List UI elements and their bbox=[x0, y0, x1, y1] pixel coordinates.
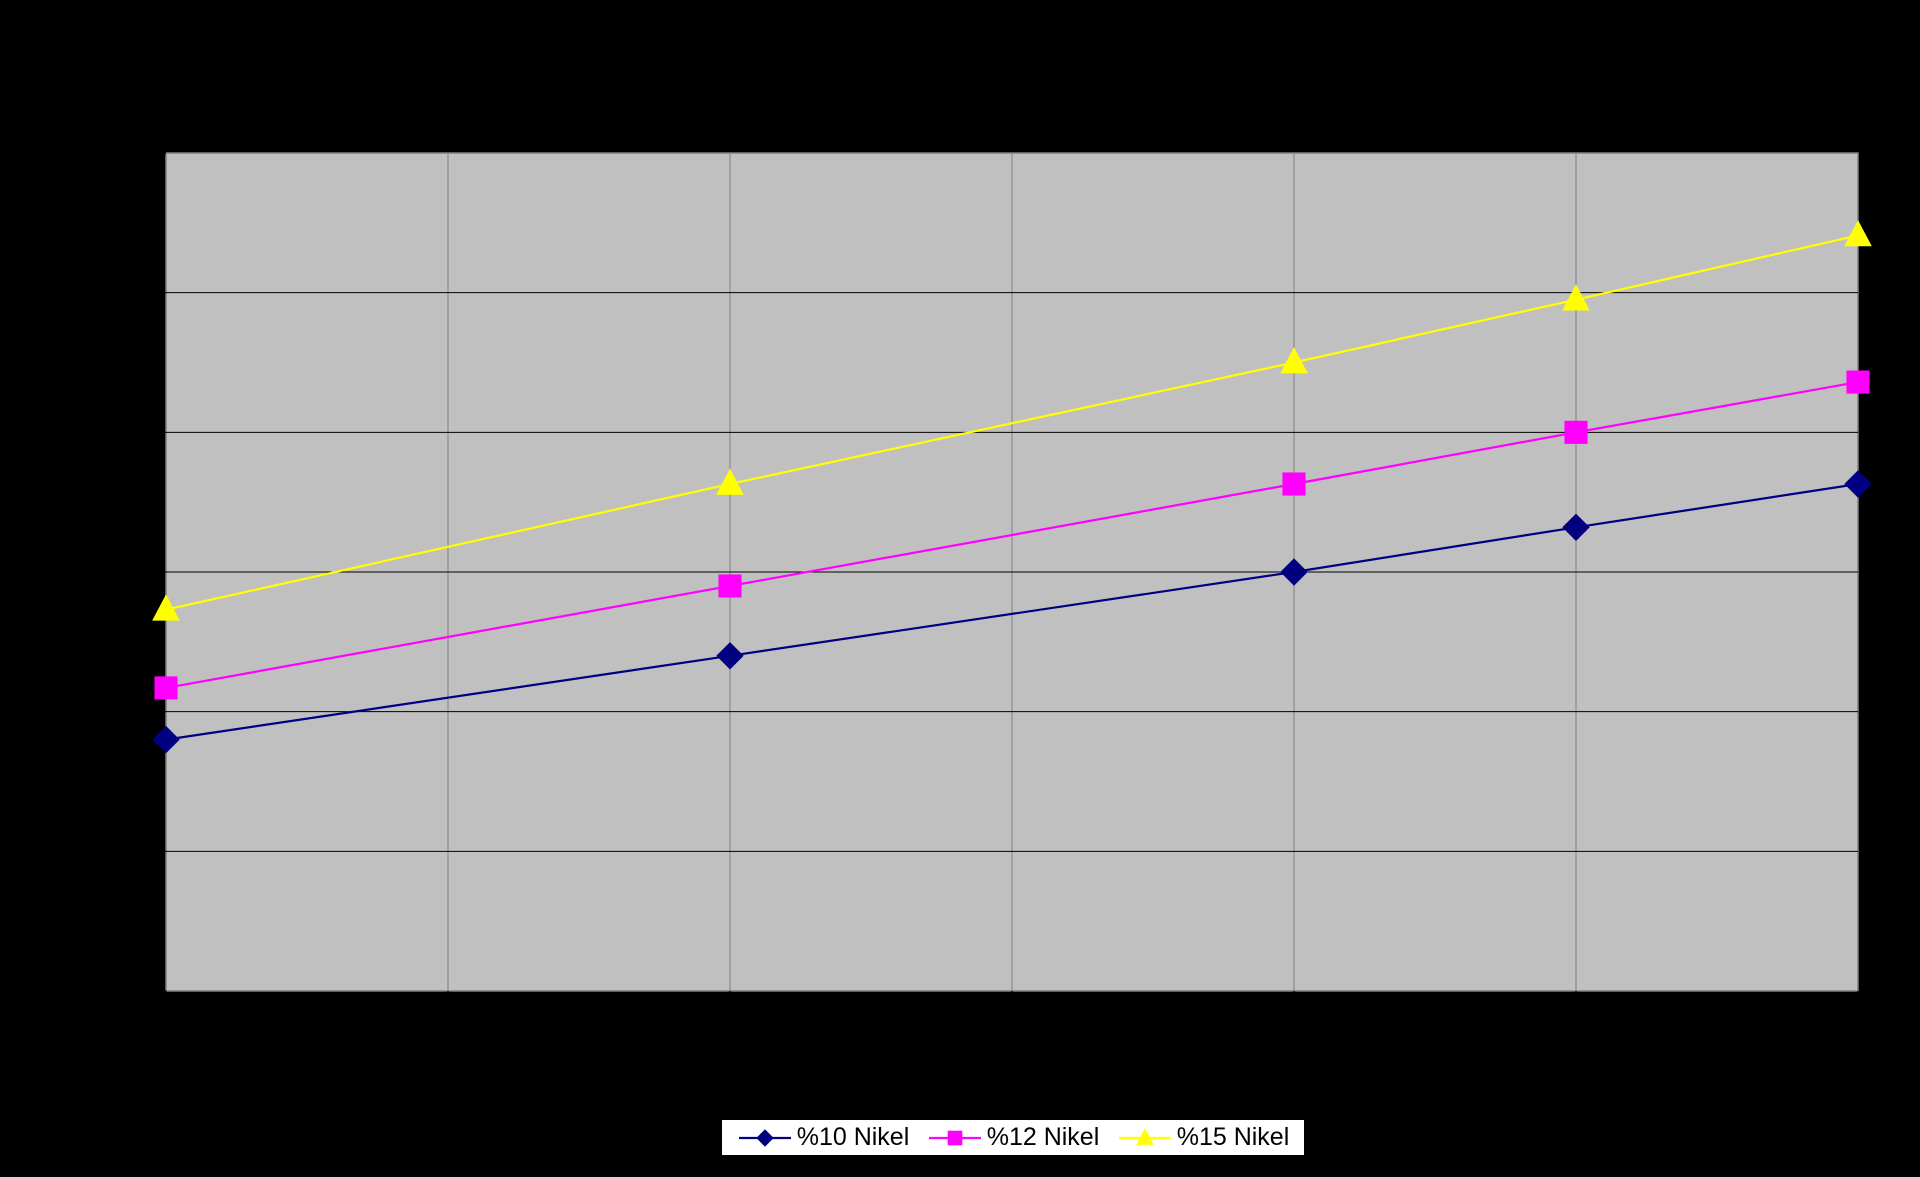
series-1 bbox=[152, 470, 1872, 754]
data-point bbox=[1846, 370, 1870, 394]
x-axis-ticks bbox=[165, 991, 1859, 999]
legend-label: %10 Nikel bbox=[796, 1123, 910, 1151]
legend-item: %10 Nikel bbox=[737, 1123, 910, 1152]
legend-label: %15 Nikel bbox=[1176, 1123, 1290, 1151]
grid bbox=[166, 153, 1858, 991]
legend-label: %12 Nikel bbox=[986, 1123, 1100, 1151]
data-point bbox=[1280, 558, 1308, 586]
data-point bbox=[1564, 420, 1588, 444]
legend-item: %12 Nikel bbox=[927, 1123, 1100, 1152]
data-point bbox=[716, 642, 744, 670]
data-point bbox=[1562, 284, 1590, 311]
series-2 bbox=[154, 370, 1870, 700]
series-layer bbox=[152, 220, 1872, 754]
y-axis-ticks bbox=[158, 152, 166, 992]
data-point bbox=[1562, 513, 1590, 542]
data-point bbox=[1844, 470, 1872, 498]
data-point bbox=[152, 725, 180, 754]
data-point bbox=[718, 574, 742, 598]
data-point bbox=[152, 594, 180, 621]
data-point bbox=[1280, 347, 1308, 374]
data-point bbox=[1844, 220, 1872, 247]
legend-swatch bbox=[738, 1128, 791, 1147]
series-3 bbox=[152, 220, 1872, 621]
data-point bbox=[1282, 472, 1306, 496]
legend-swatch bbox=[1118, 1127, 1171, 1145]
data-point bbox=[154, 676, 178, 700]
legend-swatch bbox=[928, 1130, 981, 1145]
legend-item: %15 Nikel bbox=[1117, 1123, 1290, 1152]
data-point bbox=[716, 468, 744, 495]
legend: %10 Nikel %12 Nikel %15 Nikel bbox=[721, 1119, 1305, 1156]
